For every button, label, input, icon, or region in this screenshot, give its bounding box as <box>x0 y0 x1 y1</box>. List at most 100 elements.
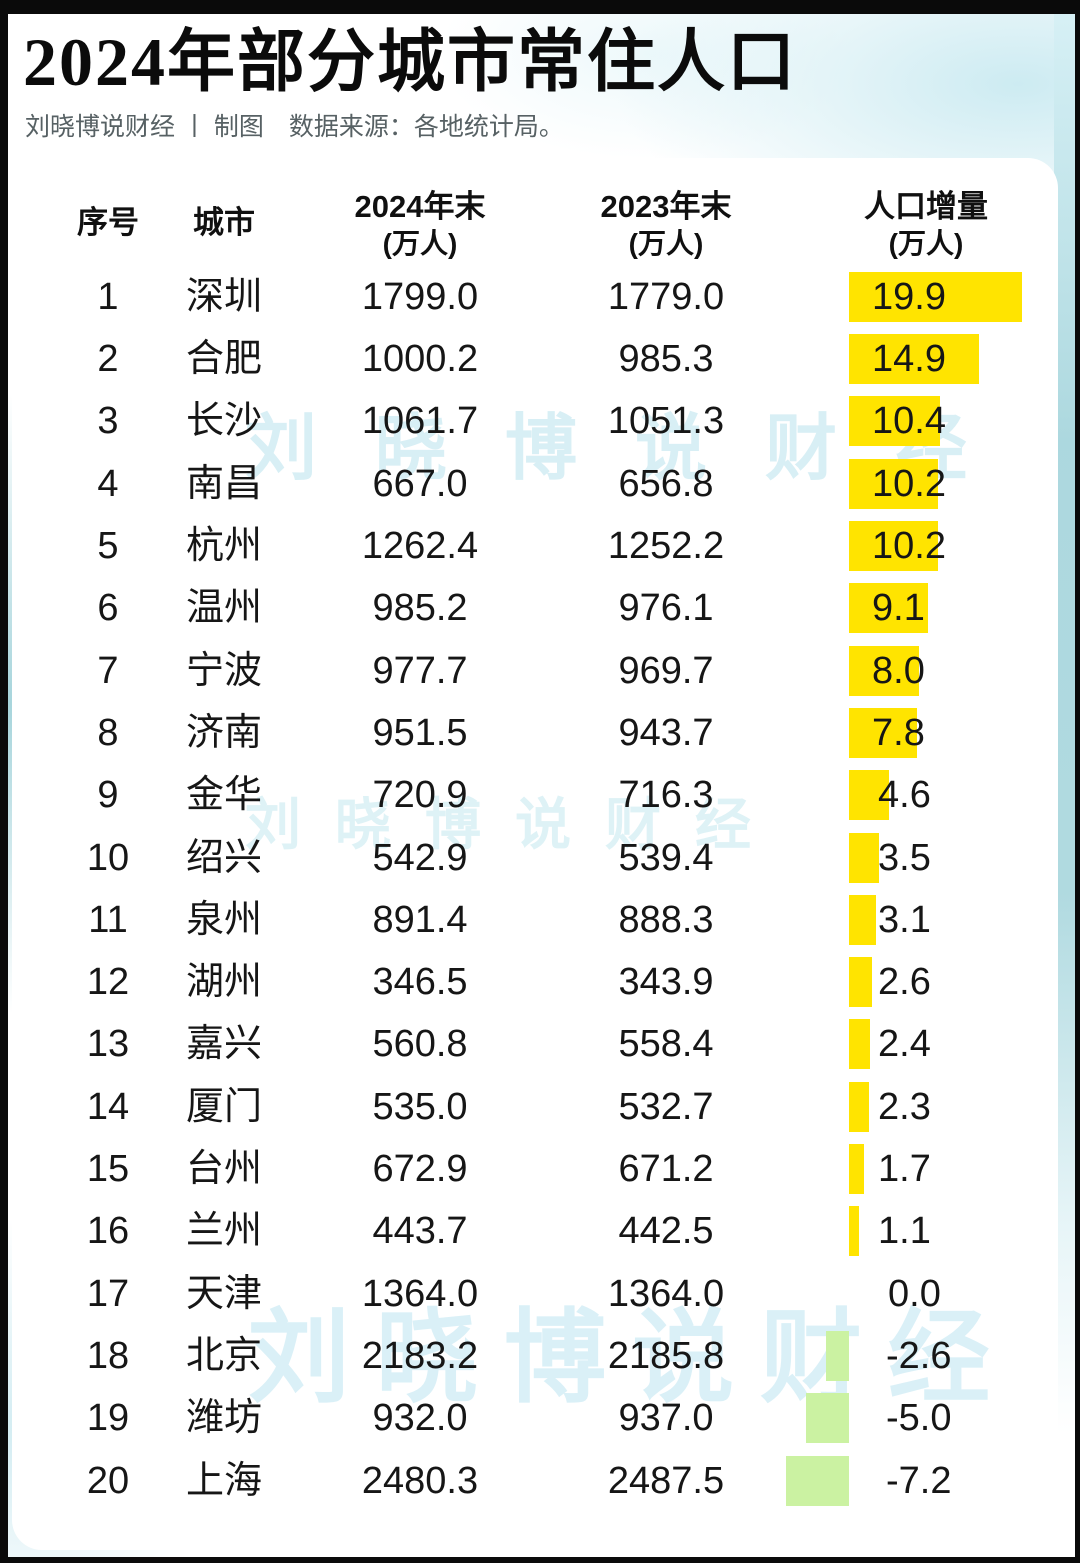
city-name: 深圳 <box>185 275 262 318</box>
population-2024: 977.7 <box>372 649 468 692</box>
population-2023: 969.7 <box>618 649 714 692</box>
table-row: 16 兰州 443.7 442.5 1.1 <box>12 1200 1058 1262</box>
delta-value: 1.1 <box>878 1210 931 1253</box>
delta-bar <box>849 894 876 945</box>
population-2023: 1364.0 <box>607 1272 725 1315</box>
table-row: 5 杭州 1262.4 1252.2 10.2 <box>12 515 1058 577</box>
population-2024: 542.9 <box>372 836 468 879</box>
population-2023: 1051.3 <box>607 400 725 443</box>
population-2024: 720.9 <box>372 774 468 817</box>
row-index: 10 <box>86 836 130 879</box>
population-2024: 1000.2 <box>361 338 479 381</box>
city-name: 厦门 <box>185 1085 262 1128</box>
row-index: 5 <box>97 525 119 567</box>
table-row: 20 上海 2480.3 2487.5 -7.2 <box>12 1450 1058 1512</box>
population-2024: 672.9 <box>372 1148 468 1190</box>
population-2023: 1252.2 <box>607 525 725 567</box>
delta-bar <box>849 832 880 883</box>
city-name: 济南 <box>185 711 262 754</box>
table-row: 8 济南 951.5 943.7 7.8 <box>12 702 1058 764</box>
row-index: 17 <box>86 1272 130 1315</box>
population-2023: 985.3 <box>618 338 714 381</box>
city-name: 湖州 <box>185 961 262 1004</box>
row-index: 15 <box>86 1148 130 1190</box>
row-index: 4 <box>97 462 119 505</box>
table-row: 4 南昌 667.0 656.8 10.2 <box>12 453 1058 515</box>
population-2023: 937.0 <box>618 1397 714 1440</box>
delta-value: 9.1 <box>872 587 925 630</box>
city-name: 上海 <box>185 1459 262 1502</box>
city-name: 合肥 <box>185 338 262 381</box>
population-2023: 539.4 <box>618 836 714 879</box>
population-2023: 558.4 <box>618 1023 714 1066</box>
column-header-delta: 人口增量 (万人) <box>776 188 1075 262</box>
city-name: 宁波 <box>185 649 262 692</box>
row-index: 3 <box>97 400 119 443</box>
column-header-2023-unit: (万人) <box>628 228 704 259</box>
column-header-delta-unit: (万人) <box>888 228 964 259</box>
table-row: 17 天津 1364.0 1364.0 0.0 <box>12 1263 1058 1325</box>
city-name: 温州 <box>185 587 262 630</box>
row-index: 2 <box>97 338 119 381</box>
population-2024: 891.4 <box>372 898 468 941</box>
row-index: 18 <box>86 1334 130 1377</box>
delta-value: 10.2 <box>872 462 946 505</box>
row-index: 9 <box>97 774 119 817</box>
delta-value: 10.4 <box>872 400 946 443</box>
row-index: 6 <box>97 587 119 630</box>
row-index: 13 <box>86 1023 130 1066</box>
population-2024: 985.2 <box>372 587 468 630</box>
delta-bar <box>849 1019 870 1070</box>
population-table: 序号 城市 2024年末 (万人) 2023年末 (万人) 人口增量 (万人) … <box>12 158 1058 1552</box>
delta-bar <box>826 1330 849 1381</box>
row-index: 7 <box>97 649 119 692</box>
column-header-2024-label: 2024年末 <box>354 189 486 224</box>
delta-value: 10.2 <box>872 525 946 567</box>
delta-value: 14.9 <box>872 338 946 381</box>
city-name: 金华 <box>185 774 262 817</box>
city-name: 台州 <box>185 1148 262 1190</box>
city-name: 长沙 <box>185 400 262 443</box>
delta-value: 3.1 <box>878 898 931 941</box>
population-2024: 932.0 <box>372 1397 468 1440</box>
delta-bar <box>849 1144 864 1194</box>
population-2024: 560.8 <box>372 1023 468 1066</box>
delta-value: -2.6 <box>886 1334 952 1377</box>
population-2023: 716.3 <box>618 774 714 817</box>
population-2024: 667.0 <box>372 462 468 505</box>
delta-value: 2.6 <box>878 961 931 1004</box>
table-row: 7 宁波 977.7 969.7 8.0 <box>12 640 1058 702</box>
population-2024: 2183.2 <box>361 1334 479 1377</box>
page: 2024年部分城市常住人口 刘晓博说财经 丨 制图 数据来源：各地统计局。 刘晓… <box>8 14 1075 1557</box>
population-2023: 671.2 <box>618 1148 714 1190</box>
delta-bar <box>786 1455 849 1506</box>
delta-bar <box>805 1393 849 1444</box>
row-index: 16 <box>86 1210 130 1253</box>
population-2024: 1799.0 <box>361 275 479 318</box>
city-name: 兰州 <box>185 1210 262 1253</box>
delta-bar <box>849 1081 869 1132</box>
column-header-2024-unit: (万人) <box>382 228 458 259</box>
population-2023: 888.3 <box>618 898 714 941</box>
row-index: 19 <box>86 1397 130 1440</box>
table-row: 3 长沙 1061.7 1051.3 10.4 <box>12 390 1058 452</box>
city-name: 泉州 <box>185 898 262 941</box>
row-index: 12 <box>86 961 130 1004</box>
table-row: 18 北京 2183.2 2185.8 -2.6 <box>12 1325 1058 1387</box>
population-2023: 976.1 <box>618 587 714 630</box>
population-2024: 535.0 <box>372 1085 468 1128</box>
delta-value: 3.5 <box>878 836 931 879</box>
population-2024: 2480.3 <box>361 1459 479 1502</box>
delta-value: 0.0 <box>888 1272 941 1315</box>
row-index: 8 <box>97 711 119 754</box>
population-2024: 1061.7 <box>361 400 479 443</box>
population-2024: 443.7 <box>372 1210 468 1253</box>
city-name: 潍坊 <box>185 1397 262 1440</box>
delta-value: 2.3 <box>878 1085 931 1128</box>
table-row: 10 绍兴 542.9 539.4 3.5 <box>12 827 1058 889</box>
table-row: 12 湖州 346.5 343.9 2.6 <box>12 951 1058 1013</box>
city-name: 嘉兴 <box>185 1023 262 1066</box>
population-2024: 346.5 <box>372 961 468 1004</box>
column-header-2023-label: 2023年末 <box>600 189 732 224</box>
population-2024: 951.5 <box>372 711 468 754</box>
